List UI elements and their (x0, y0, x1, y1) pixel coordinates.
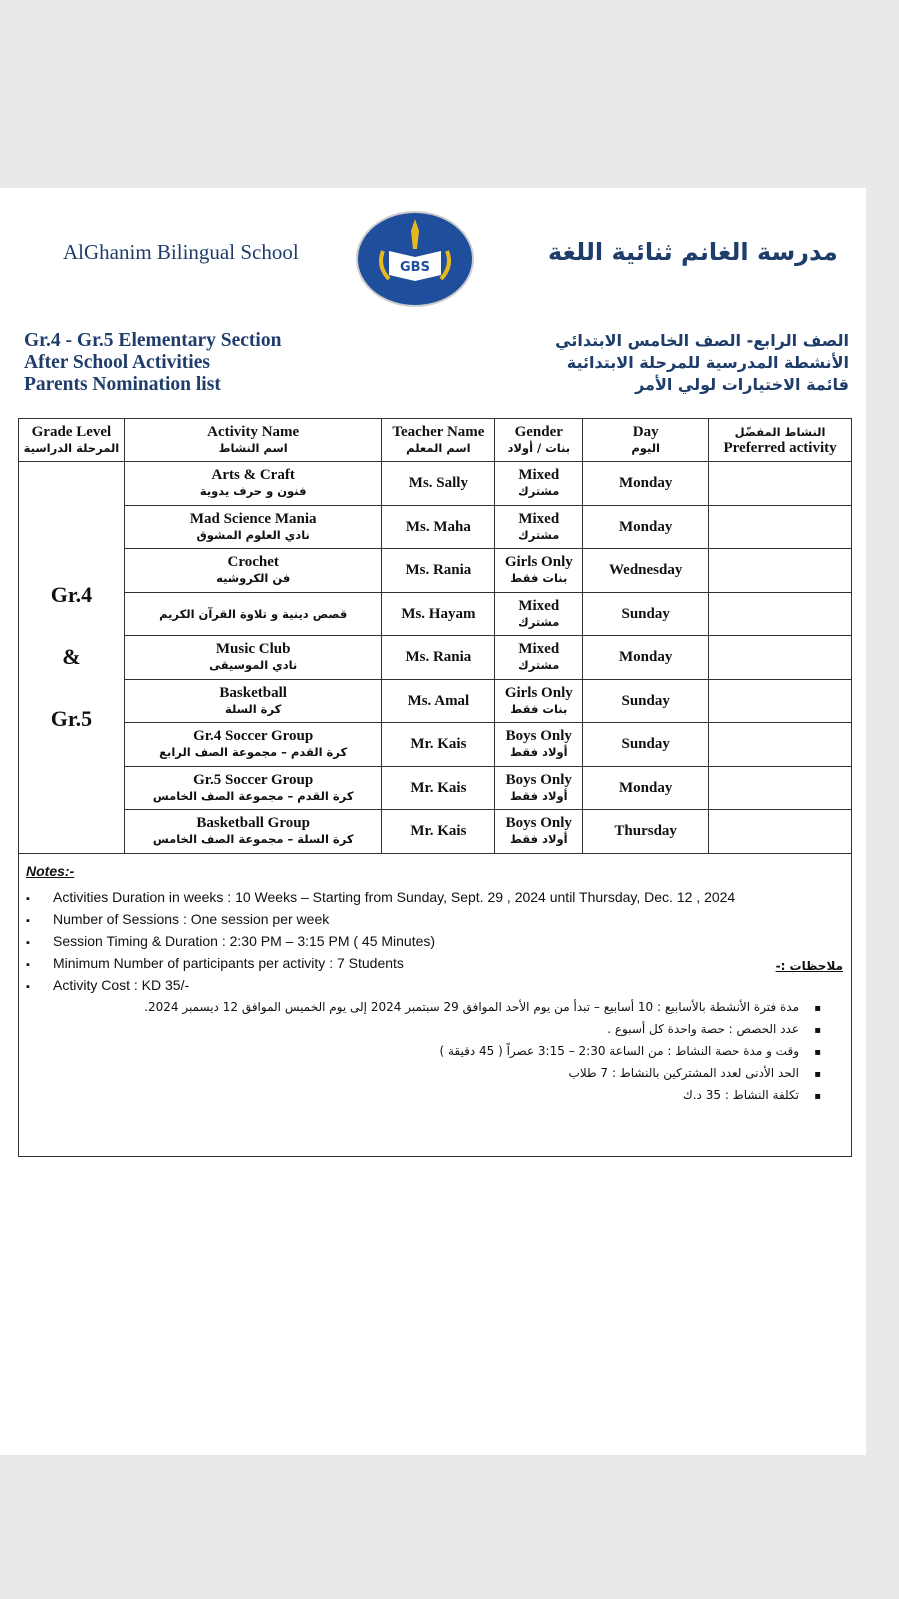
header-teacher: Teacher Name اسم المعلم (381, 418, 496, 462)
title-list: Parents Nomination list (24, 374, 221, 395)
gender-cell: Mixed مشترك (494, 504, 584, 549)
note-item-ar: الحد الأدنى لعدد المشتركين بالنشاط : 7 ط… (144, 1063, 821, 1085)
header-preferred: النشاط المفضّل Preferred activity (708, 418, 852, 462)
teacher-cell: Ms. Sally (381, 461, 496, 506)
logo-text: GBS (400, 260, 430, 275)
preferred-activity-cell[interactable] (708, 461, 852, 506)
day-cell: Sunday (582, 591, 710, 636)
activity-cell: Music Club نادي الموسيقى (123, 635, 383, 680)
teacher-cell: Ms. Rania (381, 548, 496, 593)
notes-section: Notes:- Activities Duration in weeks : 1… (18, 849, 852, 1157)
notes-list-en: Activities Duration in weeks : 10 Weeks … (26, 887, 735, 997)
header-gender: Gender بنات / أولاد (494, 418, 584, 462)
preferred-activity-cell[interactable] (708, 548, 852, 593)
gender-cell: Mixed مشترك (494, 461, 584, 506)
school-name-ar: مدرسة الغانم ثنائية اللغة (548, 238, 838, 266)
table-row: Gr.5 Soccer Group كرة القدم – مجموعة الصف… (19, 765, 852, 810)
teacher-cell: Ms. Rania (381, 635, 496, 680)
teacher-cell: Ms. Maha (381, 504, 496, 549)
note-item: Minimum Number of participants per activ… (26, 953, 735, 975)
activity-cell: Gr.5 Soccer Group كرة القدم – مجموعة الصف… (123, 765, 383, 810)
day-cell: Wednesday (582, 548, 710, 593)
preferred-activity-cell[interactable] (708, 809, 852, 854)
school-name-en: AlGhanim Bilingual School (63, 240, 299, 264)
school-logo: GBS (356, 211, 474, 307)
table-row: Music Club نادي الموسيقى Ms. Rania Mixed مشت… (19, 635, 852, 680)
notes-title-ar: ملاحظات :- (775, 959, 843, 973)
note-item: Number of Sessions : One session per wee… (26, 909, 735, 931)
gender-cell: Mixed مشترك (494, 591, 584, 636)
activity-cell: Arts & Craft فنون و حرف يدوية (123, 461, 383, 506)
day-cell: Monday (582, 504, 710, 549)
preferred-activity-cell[interactable] (708, 504, 852, 549)
preferred-activity-cell[interactable] (708, 591, 852, 636)
day-cell: Monday (582, 765, 710, 810)
title-ar-section: الصف الرابع- الصف الخامس الابتدائي (555, 331, 849, 350)
note-item: Activity Cost : KD 35/- (26, 975, 735, 997)
gender-cell: Boys Only أولاد فقط (494, 722, 584, 767)
table-row: Basketball كرة السلة Ms. Amal Girls Only بنا… (19, 678, 852, 723)
table-row: Mad Science Mania نادي العلوم المشوق Ms. M… (19, 504, 852, 549)
day-cell: Thursday (582, 809, 710, 854)
table-row: قصص دينية و تلاوة القرآن الكريم Ms. Hayam… (19, 591, 852, 636)
document-page: AlGhanim Bilingual School GBS مدرسة الغا… (0, 188, 866, 1455)
notes-list-ar: مدة فترة الأنشطة بالأسابيع : 10 أسابيع –… (144, 997, 821, 1107)
preferred-activity-cell[interactable] (708, 635, 852, 680)
teacher-cell: Mr. Kais (381, 722, 496, 767)
table-row: Basketball Group كرة السلة – مجموعة الصف … (19, 809, 852, 854)
table-row: Crochet فن الكروشيه Ms. Rania Girls Only بنا… (19, 548, 852, 593)
teacher-cell: Ms. Amal (381, 678, 496, 723)
day-cell: Monday (582, 461, 710, 506)
header-grade: Grade Level المرحلة الدراسية (18, 418, 125, 462)
teacher-cell: Ms. Hayam (381, 591, 496, 636)
note-item-ar: تكلفة النشاط : 35 د.ك (144, 1085, 821, 1107)
title-activities: After School Activities (24, 352, 210, 373)
header-day: Day اليوم (582, 418, 710, 462)
grade-level-cell: Gr.4 & Gr.5 (18, 461, 125, 854)
title-section: Gr.4 - Gr.5 Elementary Section (24, 330, 282, 351)
notes-title-en: Notes:- (26, 863, 75, 879)
teacher-cell: Mr. Kais (381, 765, 496, 810)
activity-cell: Basketball Group كرة السلة – مجموعة الصف … (123, 809, 383, 854)
titles-ar: الصف الرابع- الصف الخامس الابتدائي الأنش… (555, 330, 849, 396)
day-cell: Sunday (582, 678, 710, 723)
gender-cell: Boys Only أولاد فقط (494, 809, 584, 854)
day-cell: Monday (582, 635, 710, 680)
note-item: Session Timing & Duration : 2:30 PM – 3:… (26, 931, 735, 953)
table-row: Gr.4 Soccer Group كرة القدم – مجموعة الصف… (19, 722, 852, 767)
teacher-cell: Mr. Kais (381, 809, 496, 854)
day-cell: Sunday (582, 722, 710, 767)
note-item-ar: عدد الحصص : حصة واحدة كل أسبوع . (144, 1019, 821, 1041)
titles-en: Gr.4 - Gr.5 Elementary Section After Sch… (24, 330, 281, 396)
preferred-activity-cell[interactable] (708, 722, 852, 767)
activity-cell: Crochet فن الكروشيه (123, 548, 383, 593)
table-row: Gr.4 & Gr.5 Arts & Craft فنون و حرف يدوية Ms.… (18, 461, 852, 854)
gender-cell: Girls Only بنات فقط (494, 548, 584, 593)
title-ar-list: قائمة الاختيارات لولي الأمر (635, 375, 849, 394)
title-ar-activities: الأنشطة المدرسية للمرحلة الابتدائية (566, 353, 849, 372)
activity-cell: Gr.4 Soccer Group كرة القدم – مجموعة الصف… (123, 722, 383, 767)
note-item: Activities Duration in weeks : 10 Weeks … (26, 887, 735, 909)
gender-cell: Mixed مشترك (494, 635, 584, 680)
table-header-row: Grade Level المرحلة الدراسية Activity Nam… (18, 418, 852, 462)
activity-cell: Basketball كرة السلة (123, 678, 383, 723)
gender-cell: Girls Only بنات فقط (494, 678, 584, 723)
activities-table: Grade Level المرحلة الدراسية Activity Nam… (18, 418, 852, 854)
preferred-activity-cell[interactable] (708, 678, 852, 723)
note-item-ar: وقت و مدة حصة النشاط : من الساعة 2:30 – … (144, 1041, 821, 1063)
note-item-ar: مدة فترة الأنشطة بالأسابيع : 10 أسابيع –… (144, 997, 821, 1019)
gender-cell: Boys Only أولاد فقط (494, 765, 584, 810)
header-activity: Activity Name اسم النشاط (123, 418, 383, 462)
preferred-activity-cell[interactable] (708, 765, 852, 810)
activity-cell: قصص دينية و تلاوة القرآن الكريم (123, 591, 383, 636)
activity-cell: Mad Science Mania نادي العلوم المشوق (123, 504, 383, 549)
